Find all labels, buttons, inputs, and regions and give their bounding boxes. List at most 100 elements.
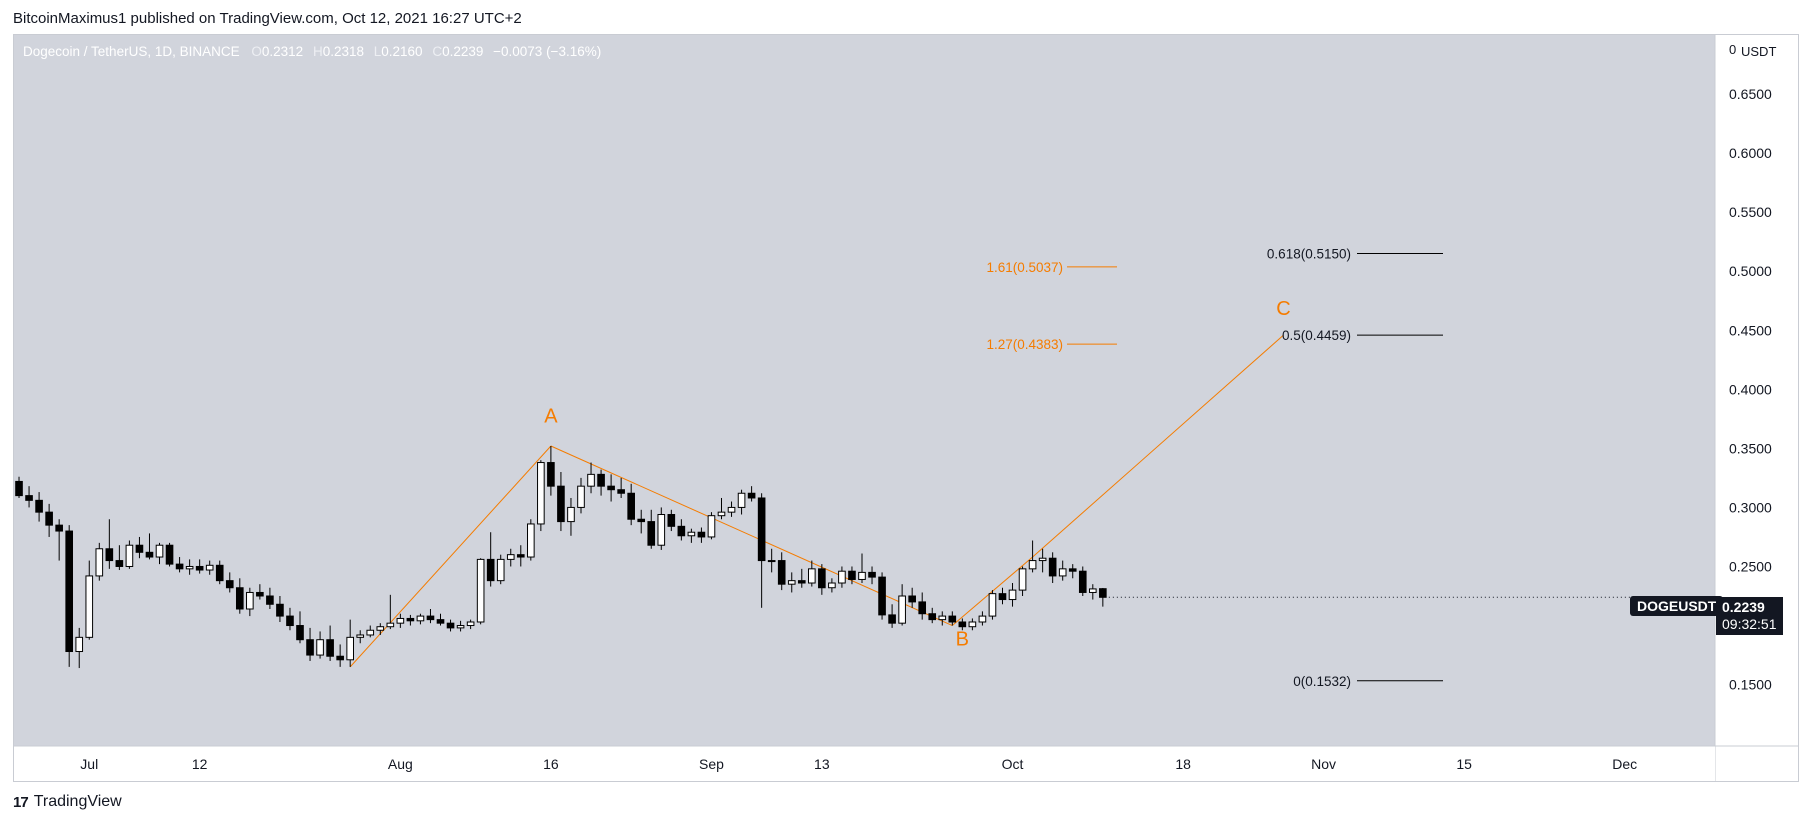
candle-body-down [446,622,455,629]
tradingview-brand[interactable]: TradingView [33,793,122,810]
candle [757,493,766,608]
candle-body-down [747,492,756,499]
candle [988,590,997,620]
candle-body-up [577,485,585,508]
candle-body-down [145,551,154,558]
candle [787,572,796,593]
candle [978,611,987,626]
candle-body-down [617,489,625,494]
low-label: L [373,44,382,59]
candle-body-down [878,576,886,616]
candle [466,619,475,630]
candle [386,594,395,630]
fib-label: 1.61(0.5037) [986,260,1063,275]
candle-body-up [898,595,906,624]
candle [135,536,144,559]
candle [1078,566,1087,597]
candle-body-up [1028,560,1037,570]
fib-label: 0(0.1532) [1293,674,1351,689]
time-tick-label: Sep [699,756,724,772]
candle-body-down [908,595,916,603]
candle [797,568,806,588]
fib-level: 0.618(0.5150) [1267,246,1443,261]
candle [396,613,405,628]
symbol-title[interactable]: Dogecoin / TetherUS, 1D, BINANCE [23,44,240,59]
candle-body-down [1048,557,1057,577]
candle-body-down [195,565,204,571]
candle [938,611,947,626]
candle [717,497,726,520]
tradingview-logo-icon[interactable]: 17 [13,793,29,811]
price-tick-label: 0.3500 [1729,440,1772,456]
time-axis[interactable]: Jul 12 Aug 16 Sep 13 Oct 18 Nov 15 Dec [14,745,1798,781]
candle [356,630,365,644]
candle [617,477,625,498]
candle [647,509,656,549]
candle-body-down [516,554,525,558]
candle-body-up [376,626,385,631]
candle-body-down [276,603,284,617]
candle-body-down [998,593,1007,601]
candle-body-down [958,621,967,628]
candle [1068,564,1077,579]
candle [225,572,234,593]
candle-body-up [356,634,365,638]
candle-body-up [366,629,375,636]
price-tick-label: 0.5000 [1729,263,1772,279]
candle-body-up [506,554,515,560]
candle-body-down [406,617,415,622]
candle-body-down [557,485,565,523]
fib-level: 0.5(0.4459) [1282,328,1443,343]
price-tick-label: 0.5500 [1729,204,1772,220]
candle [998,587,1007,605]
candle [627,483,635,526]
candle-body-down [436,619,445,624]
candle-body-down [757,497,766,562]
candle-body-up [808,568,816,584]
candle [65,525,74,667]
candle-body-down [777,560,786,585]
candle-body-down [45,511,53,526]
candle [597,469,605,496]
candle [1099,587,1107,607]
candle [587,462,595,494]
candle-body-up [727,506,736,513]
candle-body-up [587,473,595,487]
candle-body-down [918,601,927,615]
candle-body-down [296,625,304,641]
candle-body-up [456,625,465,629]
candle-body-up [416,615,425,622]
candle-body-up [687,531,696,537]
candle-body-up [707,515,716,538]
candle [15,476,23,498]
price-tick-label: 0.6000 [1729,145,1772,161]
price-axis-background [1715,35,1798,781]
candle-body-down [165,544,174,565]
fib-level: 0(0.1532) [1293,674,1443,689]
candle-body-down [426,615,435,621]
candle [256,584,264,600]
candle-body-down [647,521,656,546]
fib-level: 1.61(0.5037) [986,260,1117,275]
candle [858,553,866,584]
candle-body-up [828,582,836,589]
high-label: H [312,44,323,59]
candle-body-down [135,544,144,553]
candle-body-up [737,492,746,508]
price-axis[interactable]: 0.15000.20000.25000.30000.35000.40000.45… [1714,35,1798,781]
candle-body-down [1068,568,1077,572]
time-tick-label: Dec [1612,756,1637,772]
time-tick-label: 16 [543,756,559,772]
candle-body-down [607,485,615,491]
plot-area[interactable] [14,35,1715,746]
low-value: 0.2160 [381,44,423,59]
candle [406,614,415,626]
candle [246,587,254,617]
candle [818,564,826,595]
candle-body-down [1099,588,1107,598]
candle-body-up [396,617,405,624]
candle [828,578,836,593]
candle-body-up [95,548,104,577]
candle-body-up [858,571,866,580]
